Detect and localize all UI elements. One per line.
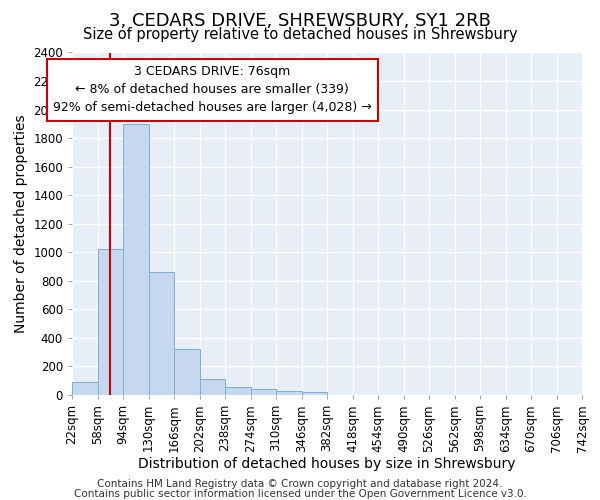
Bar xyxy=(199,378,225,395)
Bar xyxy=(149,272,174,395)
Bar xyxy=(123,124,149,395)
X-axis label: Distribution of detached houses by size in Shrewsbury: Distribution of detached houses by size … xyxy=(138,457,516,471)
Text: Size of property relative to detached houses in Shrewsbury: Size of property relative to detached ho… xyxy=(83,28,517,42)
Bar xyxy=(72,382,97,395)
Text: 3, CEDARS DRIVE, SHREWSBURY, SY1 2RB: 3, CEDARS DRIVE, SHREWSBURY, SY1 2RB xyxy=(109,12,491,30)
Bar xyxy=(174,350,199,395)
Text: Contains HM Land Registry data © Crown copyright and database right 2024.: Contains HM Land Registry data © Crown c… xyxy=(97,479,503,489)
Y-axis label: Number of detached properties: Number of detached properties xyxy=(14,114,28,333)
Bar xyxy=(97,250,123,395)
Text: 3 CEDARS DRIVE: 76sqm
← 8% of detached houses are smaller (339)
92% of semi-deta: 3 CEDARS DRIVE: 76sqm ← 8% of detached h… xyxy=(53,66,371,114)
Bar xyxy=(225,387,251,395)
Bar xyxy=(251,388,276,395)
Text: Contains public sector information licensed under the Open Government Licence v3: Contains public sector information licen… xyxy=(74,489,526,499)
Bar xyxy=(276,390,302,395)
Bar xyxy=(302,392,327,395)
